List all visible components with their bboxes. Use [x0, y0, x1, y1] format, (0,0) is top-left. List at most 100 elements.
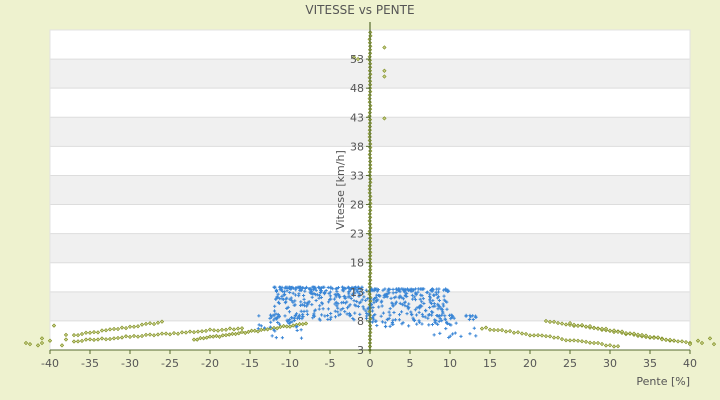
data-point-olive: [233, 331, 238, 337]
data-point-olive: [300, 322, 305, 327]
data-point-olive: [143, 321, 149, 326]
data-point-olive: [219, 327, 225, 333]
data-point-blue: [288, 321, 292, 325]
data-point-blue: [398, 294, 402, 298]
data-point-blue: [274, 317, 279, 321]
data-point-blue: [372, 298, 376, 302]
x-tick-label: -40: [41, 357, 59, 370]
data-point-blue: [349, 288, 353, 292]
data-point-blue: [382, 293, 386, 297]
data-point-olive: [246, 329, 251, 334]
data-point-blue: [333, 302, 337, 306]
data-point-blue: [388, 324, 392, 329]
data-point-olive: [199, 329, 205, 334]
data-point-blue: [414, 313, 419, 317]
data-point-olive: [595, 326, 601, 331]
data-point-olive: [115, 335, 121, 341]
y-tick-label: 43: [350, 111, 364, 124]
y-axis-label: Vitesse [km/h]: [334, 150, 347, 230]
data-point-blue: [343, 310, 347, 314]
data-point-olive: [287, 324, 293, 329]
data-point-blue: [415, 322, 419, 326]
data-point-blue: [364, 298, 368, 303]
data-point-blue: [310, 295, 314, 299]
data-point-blue: [323, 314, 327, 318]
data-point-olive: [198, 335, 203, 341]
data-point-blue: [430, 322, 435, 327]
data-point-blue: [434, 321, 438, 325]
data-point-olive: [71, 339, 77, 344]
data-point-blue: [427, 323, 431, 327]
data-point-blue: [341, 306, 345, 311]
data-point-olive: [236, 331, 241, 336]
data-point-blue: [397, 318, 402, 322]
data-point-blue: [361, 291, 365, 295]
data-point-olive: [547, 334, 553, 339]
data-point-blue: [320, 313, 324, 317]
data-point-blue: [278, 297, 282, 301]
data-point-blue: [276, 292, 280, 296]
data-point-olive: [284, 324, 289, 329]
data-point-blue: [318, 304, 322, 308]
data-point-olive: [619, 329, 625, 334]
data-point-olive: [555, 320, 561, 326]
x-tick-label: 30: [603, 357, 617, 370]
data-point-blue: [428, 298, 432, 302]
data-point-blue: [432, 318, 437, 322]
data-point-olive: [211, 328, 217, 333]
data-point-blue: [323, 291, 327, 295]
data-point-olive: [575, 323, 581, 328]
data-point-blue: [329, 311, 333, 316]
data-point-olive: [163, 331, 169, 336]
data-point-blue: [294, 312, 299, 316]
data-point-blue: [298, 303, 303, 308]
data-point-blue: [464, 313, 468, 317]
data-point-blue: [280, 336, 285, 340]
data-point-blue: [420, 312, 424, 316]
data-point-olive: [99, 328, 105, 333]
data-point-blue: [286, 305, 290, 309]
data-point-olive: [507, 328, 513, 334]
x-tick-label: -15: [241, 357, 259, 370]
data-point-olive: [555, 335, 561, 340]
data-point-blue: [329, 286, 333, 290]
data-point-blue: [302, 297, 306, 301]
data-point-olive: [523, 331, 529, 337]
data-point-blue: [398, 301, 402, 306]
data-point-olive: [79, 331, 85, 337]
data-point-olive: [587, 340, 593, 345]
data-point-blue: [431, 293, 436, 297]
data-point-blue: [308, 287, 312, 291]
data-point-blue: [293, 293, 298, 297]
data-point-olive: [487, 327, 493, 332]
data-point-blue: [303, 301, 307, 305]
y-tick-label: 13: [350, 286, 364, 299]
data-point-blue: [400, 303, 404, 307]
data-point-olive: [687, 342, 693, 347]
data-point-blue: [364, 309, 368, 313]
data-point-olive: [575, 338, 581, 343]
data-point-blue: [437, 319, 441, 323]
data-point-blue: [405, 312, 409, 316]
data-point-blue: [364, 288, 368, 292]
data-point-olive: [611, 328, 617, 333]
data-point-blue: [257, 323, 261, 327]
data-point-olive: [107, 336, 113, 342]
data-point-blue: [396, 287, 400, 292]
data-point-blue: [270, 334, 274, 338]
data-point-blue: [305, 312, 310, 316]
data-point-blue: [362, 307, 366, 311]
data-point-olive: [655, 335, 661, 340]
data-point-olive: [382, 116, 387, 121]
data-point-olive: [123, 334, 129, 339]
data-point-blue: [334, 287, 338, 291]
data-point-blue: [379, 300, 383, 304]
data-point-blue: [429, 301, 434, 306]
data-point-olive: [635, 332, 641, 337]
data-point-olive: [214, 333, 219, 339]
x-tick-label: -10: [281, 357, 299, 370]
data-point-olive: [103, 328, 109, 333]
data-point-blue: [333, 315, 338, 319]
data-point-blue: [472, 326, 476, 330]
